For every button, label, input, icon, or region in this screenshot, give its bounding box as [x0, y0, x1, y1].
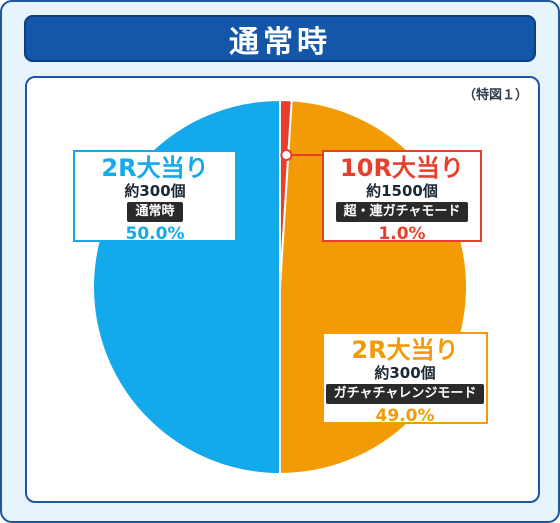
callout-2r-gacha-mode: ガチャチャレンジモード [325, 384, 485, 404]
chart-title: 通常時 [229, 24, 331, 60]
callout-10r-label: 10R大当り [340, 154, 464, 182]
title-bar: 通常時 [24, 15, 536, 62]
callout-2r-normal-detail: 約300個 [124, 182, 186, 200]
callout-2r-gacha-value: 49.0% [375, 406, 435, 426]
callout-10r: 10R大当り 約1500個 超・連ガチャモード 1.0% [322, 150, 482, 244]
callout-2r-gacha-detail: 約300個 [374, 364, 436, 382]
callout-10r-detail: 約1500個 [366, 182, 438, 200]
callout-2r-gacha-label: 2R大当り [351, 336, 459, 364]
leader-dot-10r [280, 149, 293, 162]
figure-label: （特図１） [462, 88, 528, 103]
callout-2r-normal-mode: 通常時 [127, 202, 183, 222]
callout-2r-gacha: 2R大当り 約300個 ガチャチャレンジモード 49.0% [322, 332, 488, 426]
callout-10r-value: 1.0% [378, 224, 426, 244]
callout-2r-normal-value: 50.0% [125, 224, 185, 244]
callout-2r-normal: 2R大当り 約300個 通常時 50.0% [73, 150, 237, 244]
callout-2r-normal-label: 2R大当り [101, 154, 209, 182]
callout-10r-mode: 超・連ガチャモード [335, 202, 469, 222]
